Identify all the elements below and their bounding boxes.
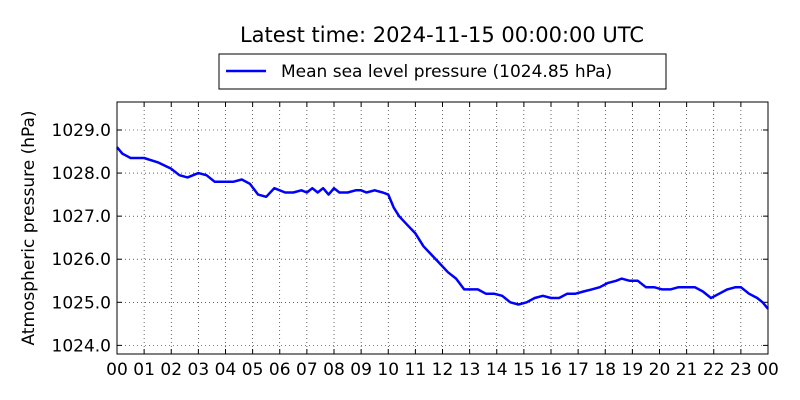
legend-box xyxy=(218,53,667,90)
x-tick-label: 12 xyxy=(432,360,454,380)
plot-frame xyxy=(116,101,769,355)
x-tick-labels: 00 01 02 03 04 05 06 07 08 09 10 11 12 13 14 15 16 17 18 19… xyxy=(106,360,779,380)
y-tick-label: 1025.0 xyxy=(52,293,111,313)
x-tick-label: 04 xyxy=(215,360,237,380)
y-tick-label: 1027.0 xyxy=(52,207,111,227)
y-axis-label: Atmospheric pressure (hPa) xyxy=(19,110,39,345)
legend-label: Mean sea level pressure (1024.85 hPa) xyxy=(281,62,612,82)
x-tick-label: 08 xyxy=(323,360,345,380)
x-tick-label: 20 xyxy=(649,360,671,380)
x-tick-label: 15 xyxy=(513,360,535,380)
x-tick-label: 09 xyxy=(350,360,372,380)
x-tick-label: 05 xyxy=(242,360,264,380)
y-tick-label: 1026.0 xyxy=(52,250,111,270)
x-tick-label: 23 xyxy=(730,360,752,380)
x-tick-label: 18 xyxy=(594,360,616,380)
grid-lines xyxy=(116,102,769,354)
y-tick-label: 1028.0 xyxy=(52,164,111,184)
legend: Mean sea level pressure (1024.85 hPa) xyxy=(218,53,667,90)
series-layer xyxy=(116,146,769,310)
x-tick-label: 21 xyxy=(676,360,698,380)
y-tick-label: 1029.0 xyxy=(52,121,111,141)
x-tick-label: 10 xyxy=(377,360,399,380)
x-tick-label: 00 xyxy=(757,360,779,380)
x-tick-label: 02 xyxy=(160,360,182,380)
x-tick-label: 14 xyxy=(486,360,508,380)
series-line xyxy=(116,146,769,310)
x-tick-label: 01 xyxy=(133,360,155,380)
x-tick-label: 11 xyxy=(405,360,427,380)
chart-title: Latest time: 2024-11-15 00:00:00 UTC xyxy=(240,23,644,47)
x-tick-label: 16 xyxy=(540,360,562,380)
x-tick-label: 13 xyxy=(459,360,481,380)
x-tick-label: 17 xyxy=(567,360,589,380)
y-tick-labels: 1024.0 1025.0 1026.0 1027.0 1028.0 1029.0 xyxy=(52,121,111,356)
x-tick-label: 19 xyxy=(622,360,644,380)
x-tick-label: 07 xyxy=(296,360,318,380)
y-tick-label: 1024.0 xyxy=(52,336,111,356)
x-tick-label: 00 xyxy=(106,360,128,380)
x-tick-label: 03 xyxy=(188,360,210,380)
axis-ticks xyxy=(116,102,769,354)
x-tick-label: 06 xyxy=(269,360,291,380)
x-tick-label: 22 xyxy=(703,360,725,380)
